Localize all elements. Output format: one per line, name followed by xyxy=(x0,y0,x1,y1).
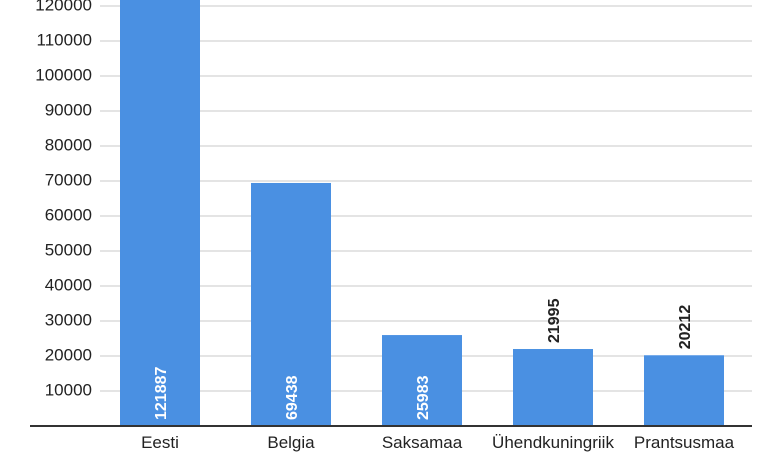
y-tick-label: 80000 xyxy=(45,135,92,154)
y-tick-label: 20000 xyxy=(45,345,92,364)
x-category-label: Saksamaa xyxy=(382,433,463,452)
x-category-label: Belgia xyxy=(267,433,315,452)
bar xyxy=(120,0,200,426)
x-category-label: Prantsusmaa xyxy=(634,433,735,452)
bar-value-label: 69438 xyxy=(284,375,301,420)
bar xyxy=(644,355,724,426)
bars: 121887 69438 25983 21995 20212 xyxy=(120,0,724,426)
y-tick-label: 50000 xyxy=(45,240,92,259)
bar xyxy=(382,335,462,426)
x-category-label: Eesti xyxy=(141,433,179,452)
x-category-label: Ühendkuningriik xyxy=(492,433,614,452)
x-axis-category-labels: Eesti Belgia Saksamaa Ühendkuningriik Prants… xyxy=(141,433,735,452)
y-tick-label: 30000 xyxy=(45,310,92,329)
y-tick-label: 10000 xyxy=(45,380,92,399)
y-tick-label: 70000 xyxy=(45,170,92,189)
y-tick-label: 100000 xyxy=(35,65,92,84)
bar-value-label: 21995 xyxy=(546,298,563,343)
bar-value-label: 121887 xyxy=(153,367,170,420)
y-tick-label: 120000 xyxy=(35,0,92,14)
bar xyxy=(251,182,331,426)
bar xyxy=(513,349,593,426)
gridlines xyxy=(100,5,752,392)
bar-value-label: 25983 xyxy=(415,375,432,420)
y-axis-tick-labels: 10000 20000 30000 40000 50000 60000 70000 80000… xyxy=(35,0,92,399)
bar-value-label: 20212 xyxy=(677,305,694,350)
y-tick-label: 110000 xyxy=(37,30,92,49)
y-tick-label: 60000 xyxy=(45,205,92,224)
y-tick-label: 40000 xyxy=(45,275,92,294)
y-tick-label: 90000 xyxy=(45,100,92,119)
